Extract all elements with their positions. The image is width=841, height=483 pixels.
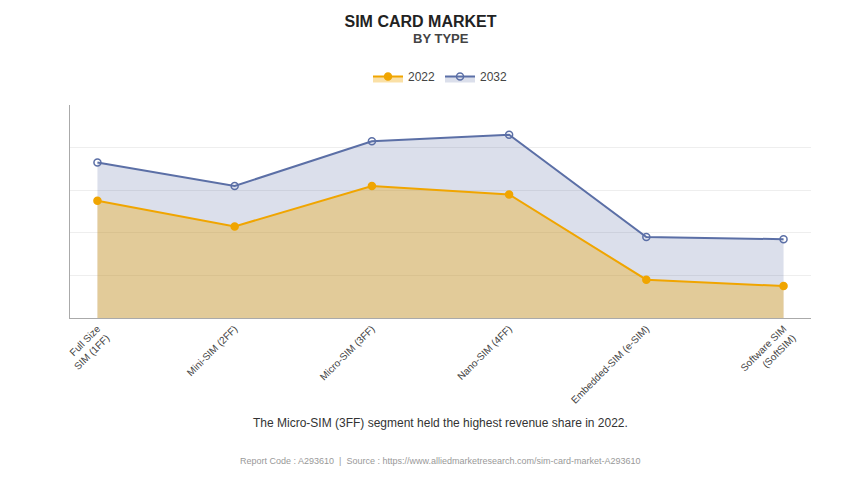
svg-text:2022: 2022 — [408, 70, 435, 84]
svg-text:2032: 2032 — [480, 70, 507, 84]
svg-text:The Micro-SIM (3FF) segment he: The Micro-SIM (3FF) segment held the hig… — [253, 416, 628, 430]
svg-text:Mini-SIM (2FF): Mini-SIM (2FF) — [185, 323, 240, 378]
svg-text:Full SizeSIM (1FF): Full SizeSIM (1FF) — [63, 323, 112, 372]
svg-text:Embedded-SIM (e-SIM): Embedded-SIM (e-SIM) — [569, 323, 651, 405]
svg-text:Report Code : A293610 | Sour: Report Code : A293610 | Source : https:/… — [240, 456, 641, 466]
svg-text:SIM CARD MARKET: SIM CARD MARKET — [345, 13, 497, 30]
svg-text:Software SIM(SoftSIM): Software SIM(SoftSIM) — [738, 323, 797, 382]
svg-text:Micro-SIM (3FF): Micro-SIM (3FF) — [318, 323, 377, 382]
svg-text:BY TYPE: BY TYPE — [413, 31, 469, 46]
svg-text:Nano-SIM (4FF): Nano-SIM (4FF) — [455, 323, 514, 382]
